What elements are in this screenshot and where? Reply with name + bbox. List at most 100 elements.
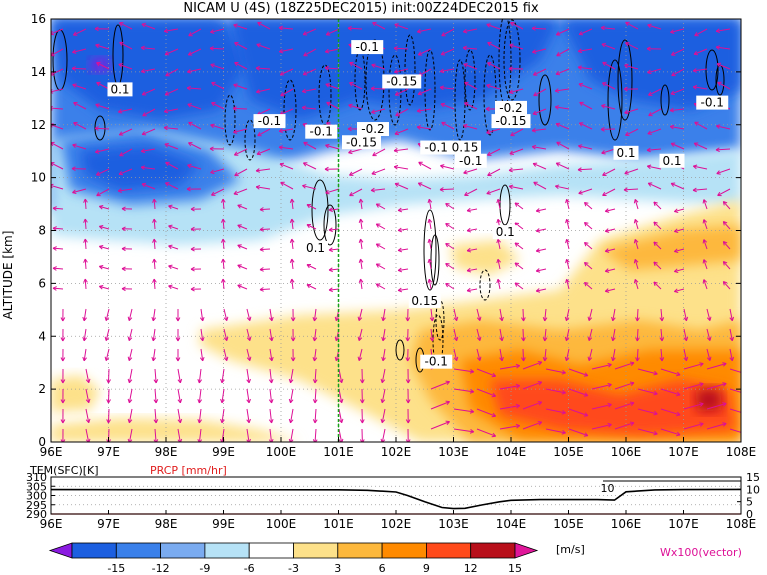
wind-vector — [578, 122, 593, 130]
wind-vector — [604, 248, 616, 253]
wind-vector — [60, 328, 66, 342]
wind-vector — [151, 328, 157, 342]
wind-vector — [583, 241, 593, 250]
contour-line — [224, 94, 236, 146]
wind-vector — [301, 88, 317, 94]
wind-vector — [328, 227, 340, 233]
wind-vector — [416, 108, 432, 113]
wind-vector — [660, 428, 681, 437]
contour-label: -0.15 — [491, 114, 531, 129]
wind-vector — [246, 308, 252, 321]
wind-vector — [510, 128, 524, 137]
wind-vector — [220, 408, 225, 424]
tem-axis-tick-label: 290 — [26, 508, 47, 521]
wind-vector — [106, 368, 111, 384]
wind-vector — [233, 23, 248, 30]
wind-vector — [60, 308, 66, 322]
contour-line — [607, 59, 623, 141]
wind-vector — [197, 368, 203, 384]
wind-vector — [476, 348, 482, 361]
wind-vector — [521, 328, 526, 342]
wind-vector — [623, 86, 639, 92]
wind-vector — [476, 368, 497, 378]
wind-vector — [83, 238, 88, 250]
wind-vector — [72, 143, 87, 150]
wind-vector — [542, 348, 548, 362]
wind-vector — [693, 48, 708, 56]
svg-text:0.1: 0.1 — [616, 146, 635, 160]
wind-vector — [535, 248, 547, 253]
colorbar-tick-label: -6 — [244, 562, 255, 575]
wind-vector — [246, 368, 251, 384]
colorbar-segment — [381, 542, 427, 559]
wind-vector — [349, 168, 363, 176]
prcp-axis-tick-label: 0 — [746, 508, 753, 521]
wind-vector — [614, 401, 635, 410]
surface-x-tick-label: 102E — [381, 517, 412, 531]
contour-line — [430, 234, 440, 286]
wind-vector — [98, 224, 110, 230]
contour-line — [423, 209, 437, 291]
wind-vector — [197, 408, 203, 424]
wind-vector — [223, 328, 229, 342]
wind-vector — [716, 168, 731, 175]
colorbar-tick-label: 3 — [334, 562, 341, 575]
wind-vector — [648, 88, 662, 96]
tem-axis-tick-label: 310 — [26, 471, 47, 484]
wind-vector — [587, 308, 593, 321]
wind-vector — [430, 380, 450, 390]
surface-x-tick-label: 101E — [323, 517, 354, 531]
wind-vector — [188, 28, 202, 37]
wind-vector — [175, 328, 181, 342]
wind-vector — [259, 247, 271, 252]
wind-vector — [565, 238, 570, 250]
wind-vector — [522, 400, 543, 410]
wind-vector — [237, 224, 248, 230]
wind-vector — [706, 422, 727, 430]
wind-vector — [405, 408, 411, 424]
wind-vector — [104, 308, 110, 321]
wind-vector — [211, 81, 225, 90]
wind-vector — [220, 258, 226, 270]
contour-line — [395, 339, 405, 361]
wind-vector — [302, 68, 317, 76]
contour-line — [483, 54, 497, 136]
wind-vector — [531, 127, 547, 133]
wind-vector — [614, 421, 635, 430]
colorbar-segment — [204, 542, 250, 559]
wind-vector — [554, 184, 570, 190]
wind-vector — [635, 348, 640, 362]
wind-vector — [372, 148, 386, 157]
wind-vector — [380, 428, 386, 442]
wind-vector — [210, 63, 225, 70]
wind-vector — [717, 188, 731, 197]
wind-vector — [220, 198, 226, 210]
wind-vector — [508, 66, 524, 72]
wind-vector — [52, 286, 64, 291]
wind-vector — [259, 207, 271, 212]
wind-vector — [466, 267, 478, 273]
wind-vector — [623, 187, 639, 193]
wind-vector — [568, 428, 589, 437]
wind-vector — [121, 266, 133, 272]
colorbar-tick-label: -9 — [199, 562, 210, 575]
wind-vector — [430, 400, 450, 410]
wind-vector — [653, 281, 662, 290]
wind-vector — [259, 267, 271, 272]
wind-vector — [614, 361, 635, 370]
wind-vector — [692, 164, 708, 170]
wind-vector — [635, 308, 640, 322]
wind-vector — [237, 284, 248, 290]
wind-vector — [715, 147, 731, 153]
main-x-tick-label: 98E — [155, 445, 178, 459]
wind-vector — [289, 258, 295, 270]
colorbar-tick-label: -12 — [152, 562, 170, 575]
wind-vector — [257, 21, 271, 30]
wind-vector — [358, 198, 364, 210]
contour-label: -0.1 — [351, 40, 384, 55]
wind-vector — [417, 88, 432, 96]
wind-vector — [587, 328, 593, 341]
wind-vector — [496, 238, 501, 250]
wind-vector — [418, 161, 432, 170]
